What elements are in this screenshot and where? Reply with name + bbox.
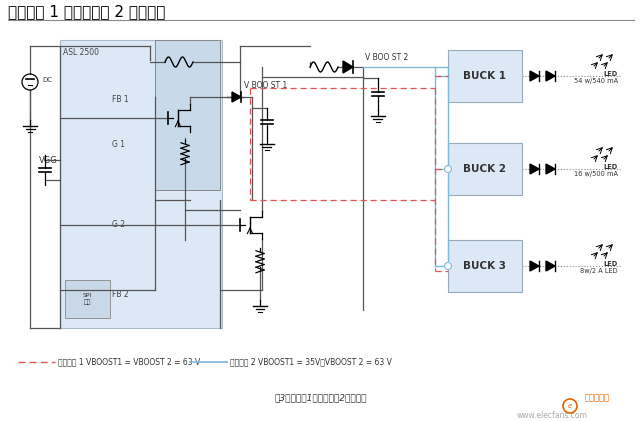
Text: LED: LED [603, 71, 618, 77]
Text: V BOO ST 1: V BOO ST 1 [244, 81, 287, 90]
Text: LED: LED [603, 261, 618, 267]
Text: ASL 2500: ASL 2500 [63, 48, 99, 57]
Bar [448, 143, 522, 195]
Bar [155, 40, 220, 190]
Circle shape [444, 165, 451, 173]
Polygon shape [343, 61, 353, 73]
Polygon shape [530, 164, 539, 174]
Text: G 2: G 2 [112, 220, 125, 229]
Text: 图3解决方案1和解决方案2的示意图: 图3解决方案1和解决方案2的示意图 [275, 394, 367, 402]
Text: V BOO ST 2: V BOO ST 2 [365, 53, 408, 62]
Text: 解决方案 2 VBOOST1 = 35V，VBOOST 2 = 63 V: 解决方案 2 VBOOST1 = 35V，VBOOST 2 = 63 V [230, 357, 392, 367]
Text: BUCK 2: BUCK 2 [464, 164, 507, 174]
Polygon shape [546, 164, 555, 174]
Bar [448, 240, 522, 292]
Bar [65, 280, 110, 318]
Text: 54 w/540 mA: 54 w/540 mA [574, 78, 618, 84]
Text: www.elecfans.com: www.elecfans.com [517, 410, 588, 419]
Polygon shape [530, 261, 539, 271]
Polygon shape [232, 92, 241, 102]
Text: BUCK 3: BUCK 3 [464, 261, 507, 271]
Text: 电子发烧友: 电子发烧友 [585, 394, 610, 402]
Text: 解决方案 1 和解决方案 2 的示意图: 解决方案 1 和解决方案 2 的示意图 [8, 4, 166, 19]
Polygon shape [530, 71, 539, 81]
Bar [448, 50, 522, 102]
Circle shape [444, 263, 451, 269]
Text: LED: LED [603, 164, 618, 170]
Text: 16 w/500 mA: 16 w/500 mA [574, 171, 618, 177]
Text: VGG: VGG [39, 155, 58, 165]
Text: G 1: G 1 [112, 140, 125, 149]
Text: BUCK 1: BUCK 1 [464, 71, 507, 81]
Bar [60, 40, 222, 328]
Text: e: e [568, 403, 572, 409]
Text: SPI
接口: SPI 接口 [83, 293, 92, 305]
Text: FB 1: FB 1 [112, 95, 128, 104]
Polygon shape [546, 261, 555, 271]
Text: 解决方案 1 VBOOST1 = VBOOST 2 = 63 V: 解决方案 1 VBOOST1 = VBOOST 2 = 63 V [58, 357, 200, 367]
Text: DC: DC [42, 77, 52, 83]
Polygon shape [546, 71, 555, 81]
Text: FB 2: FB 2 [112, 290, 128, 299]
Text: 8w/2 A LED: 8w/2 A LED [580, 268, 618, 274]
